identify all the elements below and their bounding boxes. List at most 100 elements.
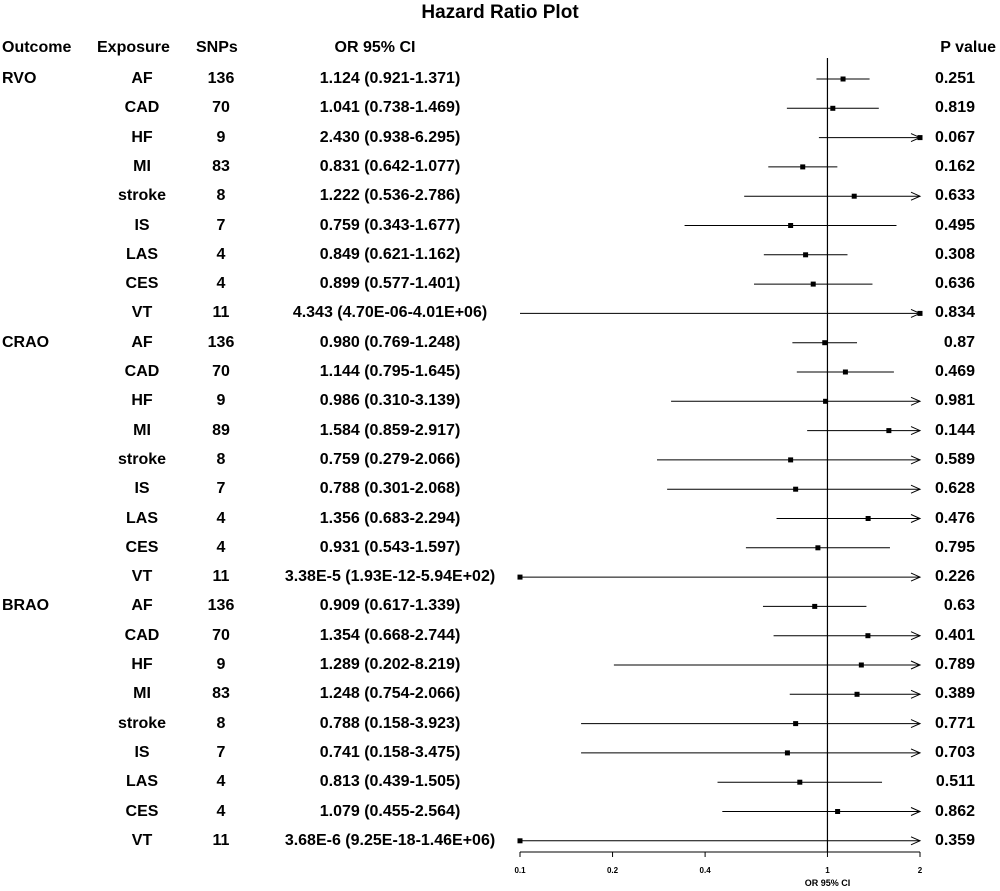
- snps-cell: 11: [212, 304, 230, 322]
- or-ci-cell: 0.741 (0.158-3.475): [319, 743, 461, 761]
- p-value-cell: 0.819: [934, 99, 975, 117]
- or-ci-cell: 1.079 (0.455-2.564): [319, 802, 461, 820]
- p-value-cell: 0.703: [934, 743, 975, 761]
- or-ci-cell: 0.813 (0.439-1.505): [319, 773, 461, 791]
- snps-cell: 8: [216, 450, 226, 468]
- point-estimate: [517, 574, 523, 580]
- exposure-cell: CES: [125, 538, 159, 556]
- point-estimate: [886, 428, 892, 434]
- p-value-cell: 0.795: [934, 538, 975, 556]
- point-estimate: [865, 516, 871, 521]
- ci-arrow: [910, 748, 922, 758]
- point-estimate: [815, 545, 821, 551]
- or-ci-cell: 1.144 (0.795-1.645): [319, 363, 461, 380]
- p-value-cell: 0.628: [934, 480, 975, 498]
- ci-arrow: [910, 807, 922, 816]
- or-ci-cell: 1.354 (0.668-2.744): [319, 626, 461, 644]
- point-estimate: [788, 223, 794, 228]
- or-ci-cell: 3.38E-5 (1.93E-12-5.94E+02): [284, 568, 496, 586]
- header-exposure: Exposure: [97, 39, 170, 56]
- snps-cell: 83: [212, 685, 230, 703]
- p-value-cell: 0.511: [935, 773, 975, 791]
- or-ci-cell: 1.289 (0.202-8.219): [319, 656, 461, 673]
- ci-arrow: [910, 514, 922, 523]
- point-estimate: [793, 721, 799, 727]
- header-p-value: P value: [940, 39, 996, 56]
- p-value-cell: 0.633: [934, 187, 975, 205]
- exposure-cell: MI: [133, 421, 151, 439]
- p-value-cell: 0.162: [934, 157, 975, 175]
- or-ci-cell: 0.788 (0.301-2.068): [319, 480, 461, 498]
- point-estimate: [917, 135, 923, 141]
- or-ci-cell: 1.356 (0.683-2.294): [319, 509, 461, 527]
- p-value-cell: 0.771: [934, 714, 975, 732]
- exposure-cell: CAD: [124, 626, 160, 644]
- snps-cell: 11: [212, 568, 230, 586]
- or-ci-cell: 0.909 (0.617-1.339): [319, 597, 461, 615]
- point-estimate: [812, 603, 818, 609]
- outcome-cell: CRAO: [2, 333, 50, 351]
- p-value-cell: 0.359: [934, 831, 975, 849]
- or-ci-cell: 0.849 (0.621-1.162): [319, 245, 461, 263]
- x-axis-label: OR 95% CI: [805, 878, 851, 888]
- x-tick-label: 2: [918, 866, 923, 875]
- or-ci-cell: 1.248 (0.754-2.066): [319, 685, 461, 703]
- point-estimate: [851, 193, 857, 199]
- point-estimate: [784, 750, 790, 756]
- snps-cell: 9: [216, 392, 226, 410]
- exposure-cell: HF: [131, 128, 153, 146]
- or-ci-cell: 0.759 (0.279-2.066): [319, 450, 461, 468]
- chart-title: Hazard Ratio Plot: [421, 2, 579, 23]
- exposure-cell: stroke: [117, 450, 167, 468]
- header-or-ci: OR 95% CI: [334, 39, 416, 56]
- ci-arrow: [910, 572, 922, 582]
- exposure-cell: CES: [125, 275, 159, 293]
- p-value-cell: 0.401: [934, 626, 975, 644]
- exposure-cell: stroke: [117, 714, 167, 732]
- header-snps: SNPs: [196, 39, 238, 56]
- p-value-cell: 0.789: [934, 656, 975, 673]
- point-estimate: [803, 252, 809, 258]
- or-ci-cell: 0.931 (0.543-1.597): [319, 538, 461, 556]
- ci-arrow: [910, 631, 922, 641]
- snps-cell: 4: [216, 538, 226, 556]
- ci-arrow: [910, 484, 922, 494]
- or-ci-cell: 0.788 (0.158-3.923): [319, 714, 461, 732]
- exposure-cell: CES: [125, 802, 159, 820]
- snps-cell: 83: [212, 157, 230, 175]
- snps-cell: 7: [216, 743, 226, 761]
- exposure-cell: stroke: [117, 187, 167, 205]
- exposure-cell: AF: [131, 597, 153, 615]
- exposure-cell: AF: [131, 333, 153, 351]
- or-ci-cell: 0.831 (0.642-1.077): [319, 157, 461, 175]
- or-ci-cell: 2.430 (0.938-6.295): [319, 128, 461, 146]
- point-estimate: [810, 281, 816, 287]
- snps-cell: 136: [207, 333, 235, 351]
- x-tick-label: 0.2: [607, 866, 619, 875]
- snps-cell: 89: [212, 421, 230, 439]
- snps-cell: 8: [216, 714, 226, 732]
- point-estimate: [517, 838, 523, 844]
- exposure-cell: IS: [134, 216, 150, 234]
- snps-cell: 4: [216, 245, 226, 263]
- p-value-cell: 0.495: [934, 216, 975, 234]
- point-estimate: [840, 76, 846, 82]
- point-estimate: [822, 340, 828, 346]
- snps-cell: 9: [216, 656, 226, 673]
- exposure-cell: VT: [131, 568, 153, 586]
- point-estimate: [854, 691, 860, 697]
- snps-cell: 136: [207, 597, 235, 615]
- or-ci-cell: 1.584 (0.859-2.917): [319, 421, 461, 439]
- snps-cell: 136: [207, 70, 235, 87]
- point-estimate: [865, 633, 871, 639]
- point-estimate: [797, 779, 803, 785]
- p-value-cell: 0.862: [934, 802, 975, 820]
- snps-cell: 4: [216, 275, 226, 293]
- p-value-cell: 0.636: [934, 275, 975, 293]
- point-estimate: [842, 369, 848, 375]
- p-value-cell: 0.87: [943, 333, 975, 351]
- p-value-cell: 0.251: [934, 70, 975, 87]
- exposure-cell: VT: [131, 831, 153, 849]
- x-tick-label: 1: [825, 866, 830, 875]
